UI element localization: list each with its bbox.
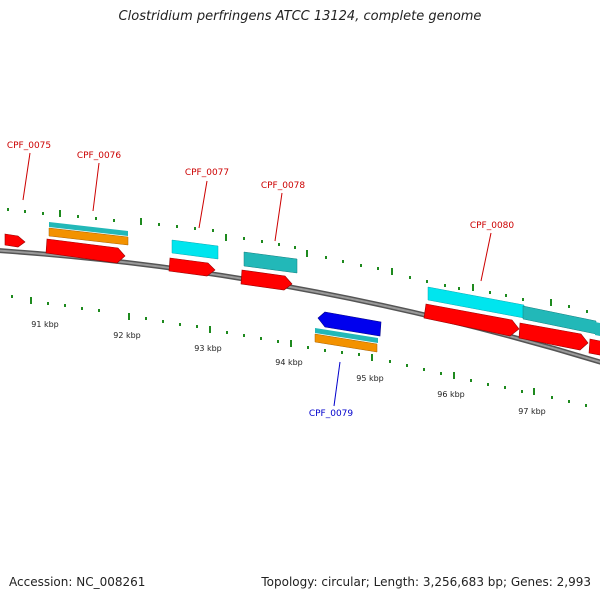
lower-major-tick (371, 354, 373, 361)
leader-line-cpf-0080 (480, 232, 492, 282)
feature-bars (48, 222, 600, 353)
feature-bars-0076 (48, 222, 129, 246)
kbp-label: 95 kbp (356, 374, 384, 383)
upper-major-tick (59, 210, 61, 217)
lower-major-tick (209, 326, 211, 333)
accession-text: Accession: NC_008261 (9, 575, 146, 589)
gene-arrows (4, 233, 600, 356)
kbp-label: 94 kbp (275, 358, 303, 367)
kbp-label: 92 kbp (113, 331, 141, 340)
leader-line-cpf-0079 (333, 361, 341, 407)
gene-labels: CPF_0075 CPF_0076 CPF_0077 CPF_0078 CPF_… (7, 141, 515, 419)
cds-bar-teal (315, 328, 378, 343)
rna-bar-orange (314, 333, 378, 353)
gene-label-cpf-0079[interactable]: CPF_0079 (309, 409, 354, 419)
gene-arrow-cpf-0080[interactable] (423, 303, 520, 337)
kbp-label: 97 kbp (518, 407, 546, 416)
gene-label-cpf-0076[interactable]: CPF_0076 (77, 151, 122, 161)
gene-arrow-next-1[interactable] (518, 322, 589, 351)
leader-line-cpf-0075 (22, 152, 31, 201)
feature-bars-0078 (243, 251, 298, 274)
lower-major-tick (290, 340, 292, 347)
gene-label-cpf-0075[interactable]: CPF_0075 (7, 141, 51, 151)
upper-major-tick (472, 284, 474, 291)
kbp-label: 96 kbp (437, 390, 465, 399)
rna-bar-orange (48, 227, 129, 246)
kbp-label: 93 kbp (194, 344, 222, 353)
gene-arrow-cpf-0075[interactable] (4, 233, 26, 248)
upper-major-tick (306, 250, 308, 257)
gene-arrow-cpf-0077[interactable] (168, 257, 216, 277)
upper-major-tick (225, 234, 227, 241)
upper-major-tick (140, 218, 142, 225)
gene-arrow-cpf-0079[interactable] (317, 311, 382, 337)
leader-line-cpf-0077 (198, 180, 208, 229)
feature-bars-0080 (427, 286, 600, 336)
upper-tick-track (7, 208, 588, 313)
feature-bars-0077 (171, 239, 219, 260)
lower-major-tick (453, 372, 455, 379)
lower-major-tick (128, 313, 130, 320)
genome-summary-text: Topology: circular; Length: 3,256,683 bp… (261, 575, 591, 589)
cds-bar-cyan (171, 239, 219, 260)
gene-label-cpf-0080[interactable]: CPF_0080 (470, 221, 515, 231)
kbp-labels: 91 kbp 92 kbp 93 kbp 94 kbp 95 kbp 96 kb… (31, 320, 546, 416)
gene-label-cpf-0077[interactable]: CPF_0077 (185, 168, 229, 178)
gene-arrow-cpf-0078[interactable] (240, 269, 293, 291)
lower-tick-track (11, 295, 587, 407)
leader-line-cpf-0076 (92, 162, 100, 212)
lower-major-tick (533, 388, 535, 395)
gene-label-cpf-0078[interactable]: CPF_0078 (261, 181, 306, 191)
cds-bar-teal (49, 222, 128, 236)
leader-line-cpf-0078 (274, 192, 283, 242)
cds-bar-teal (595, 322, 600, 336)
upper-major-tick (550, 299, 552, 306)
feature-bars-0079 (314, 328, 378, 353)
cds-bar-teal (243, 251, 298, 274)
gene-arrow-cpf-0076[interactable] (45, 238, 126, 264)
kbp-label: 91 kbp (31, 320, 59, 329)
map-title: Clostridium perfringens ATCC 13124, comp… (118, 9, 482, 24)
gene-arrow-next-2[interactable] (588, 338, 600, 356)
label-leader-lines (22, 152, 492, 407)
upper-major-tick (391, 268, 393, 275)
lower-major-tick (30, 297, 32, 304)
